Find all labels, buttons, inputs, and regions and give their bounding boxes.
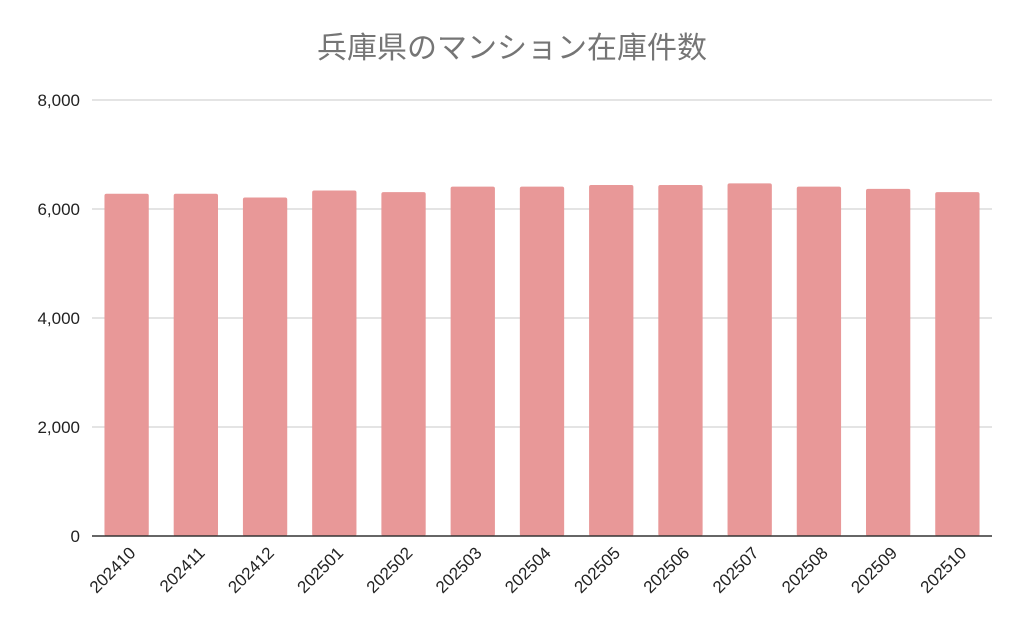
bar <box>242 197 288 536</box>
bar <box>312 190 357 536</box>
x-tick-label: 202503 <box>432 543 486 597</box>
y-tick-label: 2,000 <box>37 418 80 437</box>
y-tick-label: 4,000 <box>37 309 80 328</box>
x-axis-tick-labels: 202410 202411 202412 202501 202502 202503 2025… <box>86 543 970 597</box>
x-tick-label: 202411 <box>156 543 209 596</box>
x-tick-label: 202509 <box>847 543 901 597</box>
x-tick-label: 202507 <box>709 543 763 597</box>
x-tick-label: 202504 <box>501 543 555 597</box>
y-tick-label: 0 <box>71 527 80 546</box>
bar <box>104 193 149 537</box>
y-tick-label: 8,000 <box>37 91 80 110</box>
bar <box>450 186 495 536</box>
x-tick-label: 202412 <box>224 543 278 597</box>
y-axis-tick-labels: 0 2,000 4,000 6,000 8,000 <box>37 91 80 546</box>
x-tick-label: 202510 <box>917 543 971 597</box>
x-tick-label: 202506 <box>640 543 694 597</box>
bar <box>589 185 634 536</box>
bar <box>381 192 426 537</box>
bar <box>866 188 911 536</box>
x-tick-label: 202508 <box>778 543 832 597</box>
bars <box>104 183 980 537</box>
y-tick-label: 6,000 <box>37 200 80 219</box>
x-tick-label: 202501 <box>294 543 348 597</box>
bar <box>173 193 218 537</box>
x-tick-label: 202505 <box>571 543 625 597</box>
bar <box>796 186 842 536</box>
chart-title: 兵庫県のマンション在庫件数 <box>317 31 707 66</box>
bar <box>935 192 980 537</box>
x-tick-label: 202502 <box>363 543 417 597</box>
bar <box>519 186 565 536</box>
bar <box>658 185 703 536</box>
x-tick-label: 202410 <box>86 543 140 597</box>
bar <box>727 183 772 536</box>
